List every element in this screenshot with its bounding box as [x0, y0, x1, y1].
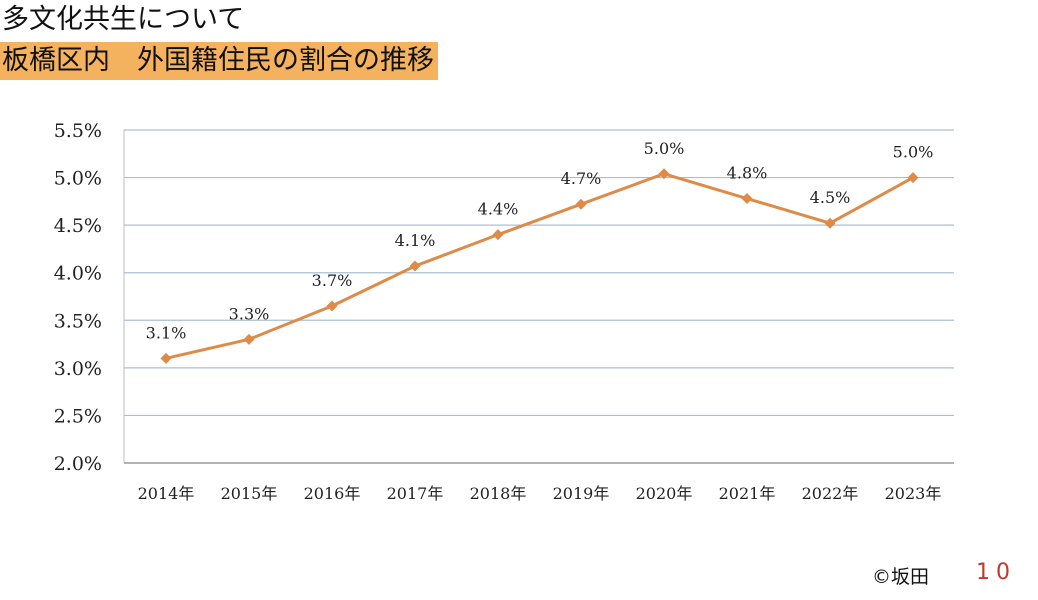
data-label: 4.4% [478, 200, 519, 219]
y-tick-label: 3.5% [54, 310, 102, 332]
y-tick-label: 4.0% [54, 263, 102, 285]
data-point-marker [243, 333, 255, 345]
data-label: 3.3% [229, 304, 270, 323]
data-label: 4.8% [727, 164, 768, 183]
data-point-marker [409, 260, 421, 272]
data-point-marker [824, 217, 836, 229]
data-point-marker [492, 229, 504, 241]
x-tick-label: 2023年 [885, 484, 942, 503]
x-tick-label: 2014年 [138, 484, 195, 503]
y-tick-label: 4.5% [54, 215, 102, 237]
data-labels: 3.1% 3.3% 3.7% 4.1% 4.4% 4.7% 5.0% 4.8% 4.5% 5.0% [146, 139, 934, 343]
y-tick-label: 5.5% [54, 120, 102, 142]
data-point-marker [658, 168, 670, 180]
x-tick-label: 2016年 [304, 484, 361, 503]
page-number: 10 [976, 560, 1016, 585]
page-subtitle: 板橋区内 外国籍住民の割合の推移 [0, 42, 438, 80]
data-label: 4.5% [810, 188, 851, 207]
data-point-marker [741, 193, 753, 205]
data-label: 5.0% [644, 139, 685, 158]
y-tick-label: 2.0% [54, 453, 102, 475]
copyright-text: ©坂田 [872, 566, 930, 588]
data-point-marker [326, 300, 338, 312]
x-tick-label: 2021年 [719, 484, 776, 503]
data-label: 3.7% [312, 271, 353, 290]
x-tick-label: 2020年 [636, 484, 693, 503]
series-polyline [165, 172, 914, 360]
x-tick-label: 2019年 [553, 484, 610, 503]
data-label: 4.7% [561, 169, 602, 188]
data-label: 4.1% [395, 231, 436, 250]
data-point-marker [575, 198, 587, 210]
y-tick-label: 5.0% [54, 168, 102, 190]
x-tick-label: 2017年 [387, 484, 444, 503]
gridlines [124, 129, 954, 464]
x-tick-label: 2022年 [802, 484, 859, 503]
x-tick-label: 2015年 [221, 484, 278, 503]
x-tick-label: 2018年 [470, 484, 527, 503]
page-title: 多文化共生について [2, 4, 245, 35]
axes: 2.0% 2.5% 3.0% 3.5% 4.0% 4.5% 5.0% 5.5% 2014年 201… [54, 120, 942, 503]
data-label: 3.1% [146, 323, 187, 342]
data-point-marker [160, 352, 172, 364]
series-line [160, 168, 919, 364]
data-label: 5.0% [893, 143, 934, 162]
data-point-marker [907, 172, 919, 184]
y-tick-label: 3.0% [54, 358, 102, 380]
y-tick-label: 2.5% [54, 405, 102, 427]
